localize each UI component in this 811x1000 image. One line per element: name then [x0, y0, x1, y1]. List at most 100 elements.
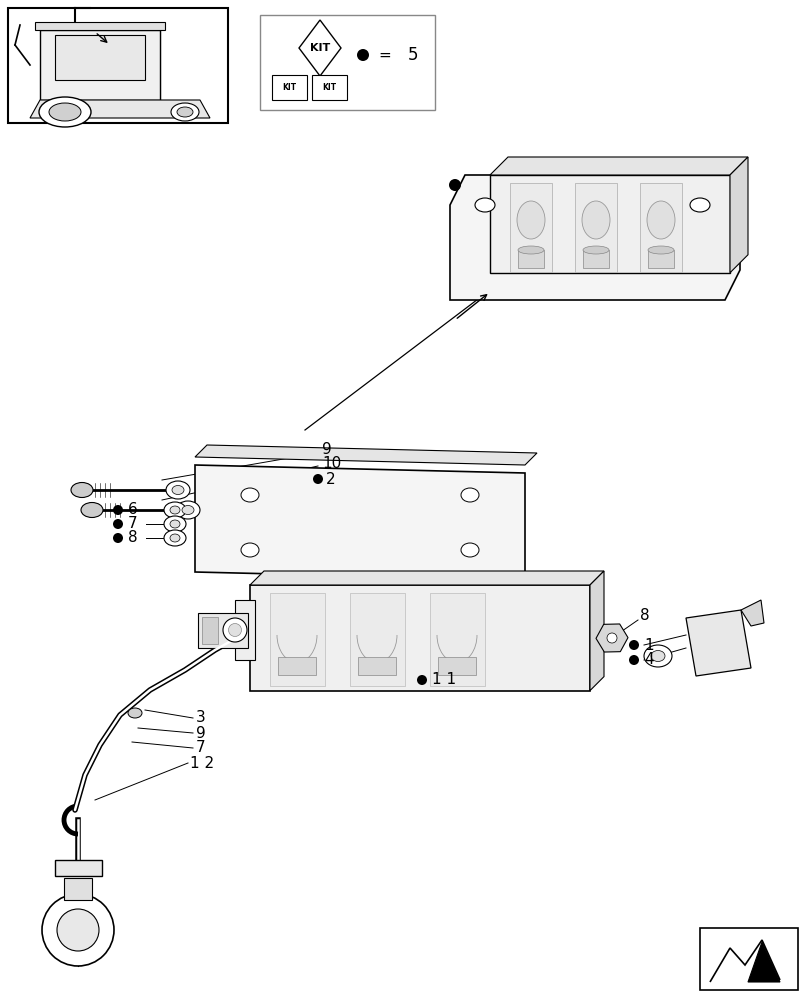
Ellipse shape — [169, 506, 180, 514]
Ellipse shape — [581, 201, 609, 239]
Ellipse shape — [182, 506, 194, 514]
Bar — [277, 657, 315, 675]
Text: 10: 10 — [322, 456, 341, 472]
Text: 9: 9 — [195, 726, 205, 740]
Ellipse shape — [647, 246, 673, 254]
Polygon shape — [202, 617, 217, 644]
Ellipse shape — [643, 645, 672, 667]
Polygon shape — [509, 183, 551, 272]
Ellipse shape — [57, 909, 99, 951]
Ellipse shape — [171, 103, 199, 121]
Ellipse shape — [169, 534, 180, 542]
Text: 1: 1 — [643, 638, 653, 652]
Circle shape — [113, 519, 122, 529]
Text: KIT: KIT — [281, 83, 296, 92]
Polygon shape — [685, 610, 750, 676]
Polygon shape — [250, 585, 590, 691]
Bar — [8, 8, 228, 123]
Ellipse shape — [42, 894, 114, 966]
Circle shape — [629, 655, 638, 665]
Polygon shape — [270, 593, 324, 686]
Ellipse shape — [164, 502, 186, 518]
Polygon shape — [639, 183, 681, 272]
Ellipse shape — [164, 516, 186, 532]
Ellipse shape — [164, 530, 186, 546]
Polygon shape — [298, 20, 341, 76]
Text: 8: 8 — [128, 530, 137, 546]
Ellipse shape — [223, 618, 247, 642]
Polygon shape — [30, 100, 210, 118]
Polygon shape — [64, 878, 92, 900]
Bar — [260, 15, 435, 110]
Polygon shape — [489, 157, 747, 175]
Ellipse shape — [228, 624, 241, 637]
Bar — [517, 250, 543, 268]
Bar — [699, 928, 797, 990]
Ellipse shape — [646, 201, 674, 239]
Polygon shape — [489, 175, 729, 273]
Ellipse shape — [172, 486, 184, 494]
Text: 1 2: 1 2 — [190, 756, 214, 770]
Text: 3: 3 — [195, 710, 205, 726]
Ellipse shape — [169, 520, 180, 528]
Text: KIT: KIT — [321, 83, 336, 92]
Ellipse shape — [39, 97, 91, 127]
Text: 8: 8 — [639, 607, 649, 622]
Ellipse shape — [517, 201, 544, 239]
Ellipse shape — [461, 488, 478, 502]
Text: =: = — [378, 48, 390, 63]
Ellipse shape — [81, 502, 103, 518]
Polygon shape — [350, 593, 405, 686]
Bar — [437, 657, 475, 675]
Polygon shape — [740, 600, 763, 626]
Text: 7: 7 — [128, 516, 137, 532]
Text: KIT: KIT — [310, 43, 330, 53]
Text: 1 1: 1 1 — [431, 672, 456, 688]
Text: 9: 9 — [322, 442, 332, 458]
Text: 7: 7 — [195, 740, 205, 756]
Ellipse shape — [607, 633, 616, 643]
Ellipse shape — [517, 246, 543, 254]
Circle shape — [113, 505, 122, 515]
Polygon shape — [590, 571, 603, 691]
Ellipse shape — [461, 543, 478, 557]
Polygon shape — [35, 22, 165, 30]
Polygon shape — [574, 183, 616, 272]
Polygon shape — [729, 157, 747, 273]
Text: 2: 2 — [325, 472, 335, 487]
Circle shape — [113, 533, 122, 543]
Text: 6: 6 — [128, 502, 138, 518]
Circle shape — [417, 675, 427, 685]
Polygon shape — [55, 860, 102, 876]
Ellipse shape — [71, 483, 93, 497]
Ellipse shape — [582, 246, 608, 254]
Polygon shape — [40, 30, 160, 100]
Ellipse shape — [49, 103, 81, 121]
Ellipse shape — [689, 198, 709, 212]
Bar — [582, 250, 608, 268]
Ellipse shape — [176, 501, 200, 519]
Ellipse shape — [241, 488, 259, 502]
Polygon shape — [449, 175, 739, 300]
Circle shape — [629, 640, 638, 650]
Polygon shape — [234, 600, 255, 660]
Bar — [272, 75, 307, 100]
Polygon shape — [55, 35, 145, 80]
Bar — [311, 75, 346, 100]
Bar — [647, 250, 673, 268]
Circle shape — [448, 179, 461, 191]
Polygon shape — [195, 465, 525, 580]
Text: 4: 4 — [643, 652, 653, 668]
Ellipse shape — [474, 198, 495, 212]
Ellipse shape — [177, 107, 193, 117]
Ellipse shape — [650, 650, 664, 662]
Bar — [358, 657, 396, 675]
Circle shape — [312, 474, 323, 484]
Circle shape — [357, 49, 368, 61]
Ellipse shape — [165, 481, 190, 499]
Ellipse shape — [241, 543, 259, 557]
Polygon shape — [195, 445, 536, 465]
Polygon shape — [250, 571, 603, 585]
Ellipse shape — [128, 708, 142, 718]
Text: 5: 5 — [407, 46, 418, 64]
